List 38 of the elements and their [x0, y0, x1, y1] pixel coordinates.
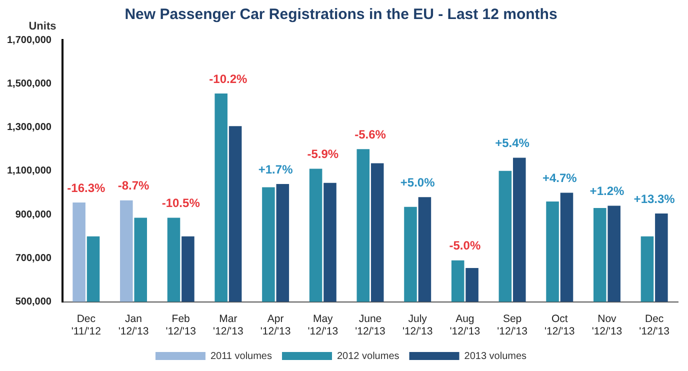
x-tick-label: Oct '12/'13	[544, 312, 575, 338]
annotation: +1.7%	[258, 162, 294, 176]
annotation: -5.0%	[449, 238, 481, 253]
y-tick-label: 1,100,000	[6, 166, 52, 177]
legend-label: 2012 volumes	[337, 350, 400, 362]
annotation: -10.2%	[209, 72, 248, 86]
y-tick-label: 1,500,000	[6, 78, 52, 90]
annotation: -8.7%	[118, 178, 150, 193]
x-tick-label: Dec '11/'12	[71, 312, 102, 338]
x-tick-label: Nov '12/'13	[592, 312, 622, 338]
y-tick-label: 500,000	[15, 296, 52, 308]
y-tick-label: 700,000	[15, 252, 52, 264]
annotation: -10.5%	[162, 196, 200, 210]
y-axis-title: Units	[28, 20, 56, 33]
x-tick-label: May '12/'13	[308, 312, 338, 338]
x-tick-label: Jan '12/'13	[118, 312, 149, 338]
x-tick-label: Feb '12/'13	[166, 312, 196, 338]
x-tick-label: Mar '12/'13	[213, 312, 244, 338]
annotation: +13.3%	[634, 192, 676, 206]
y-tick-label: 1,700,000	[6, 34, 52, 46]
y-tick-label: 1,300,000	[6, 122, 52, 134]
chart-title: New Passenger Car Registrations in the EU - Last 12 months	[124, 6, 558, 24]
x-tick-label: Dec '12/'13	[639, 312, 670, 338]
annotation: -5.9%	[307, 147, 339, 162]
x-tick-label: June '12/'13	[355, 312, 386, 338]
annotation: -16.3%	[67, 180, 106, 195]
x-tick-label: Apr '12/'13	[260, 312, 291, 338]
x-tick-label: Sep '12/'13	[497, 312, 528, 338]
annotation: -5.6%	[354, 127, 386, 142]
x-tick-label: July '12/'13	[402, 312, 433, 338]
legend-label: 2011 volumes	[210, 350, 272, 362]
annotation: +4.7%	[542, 171, 578, 186]
annotation: +5.0%	[400, 175, 436, 190]
annotation: +1.2%	[590, 184, 624, 198]
x-tick-label: Aug '12/'13	[450, 312, 480, 338]
annotation: +5.4%	[495, 136, 530, 150]
y-tick-label: 900,000	[15, 209, 52, 220]
legend-label: 2013 volumes	[464, 350, 527, 362]
